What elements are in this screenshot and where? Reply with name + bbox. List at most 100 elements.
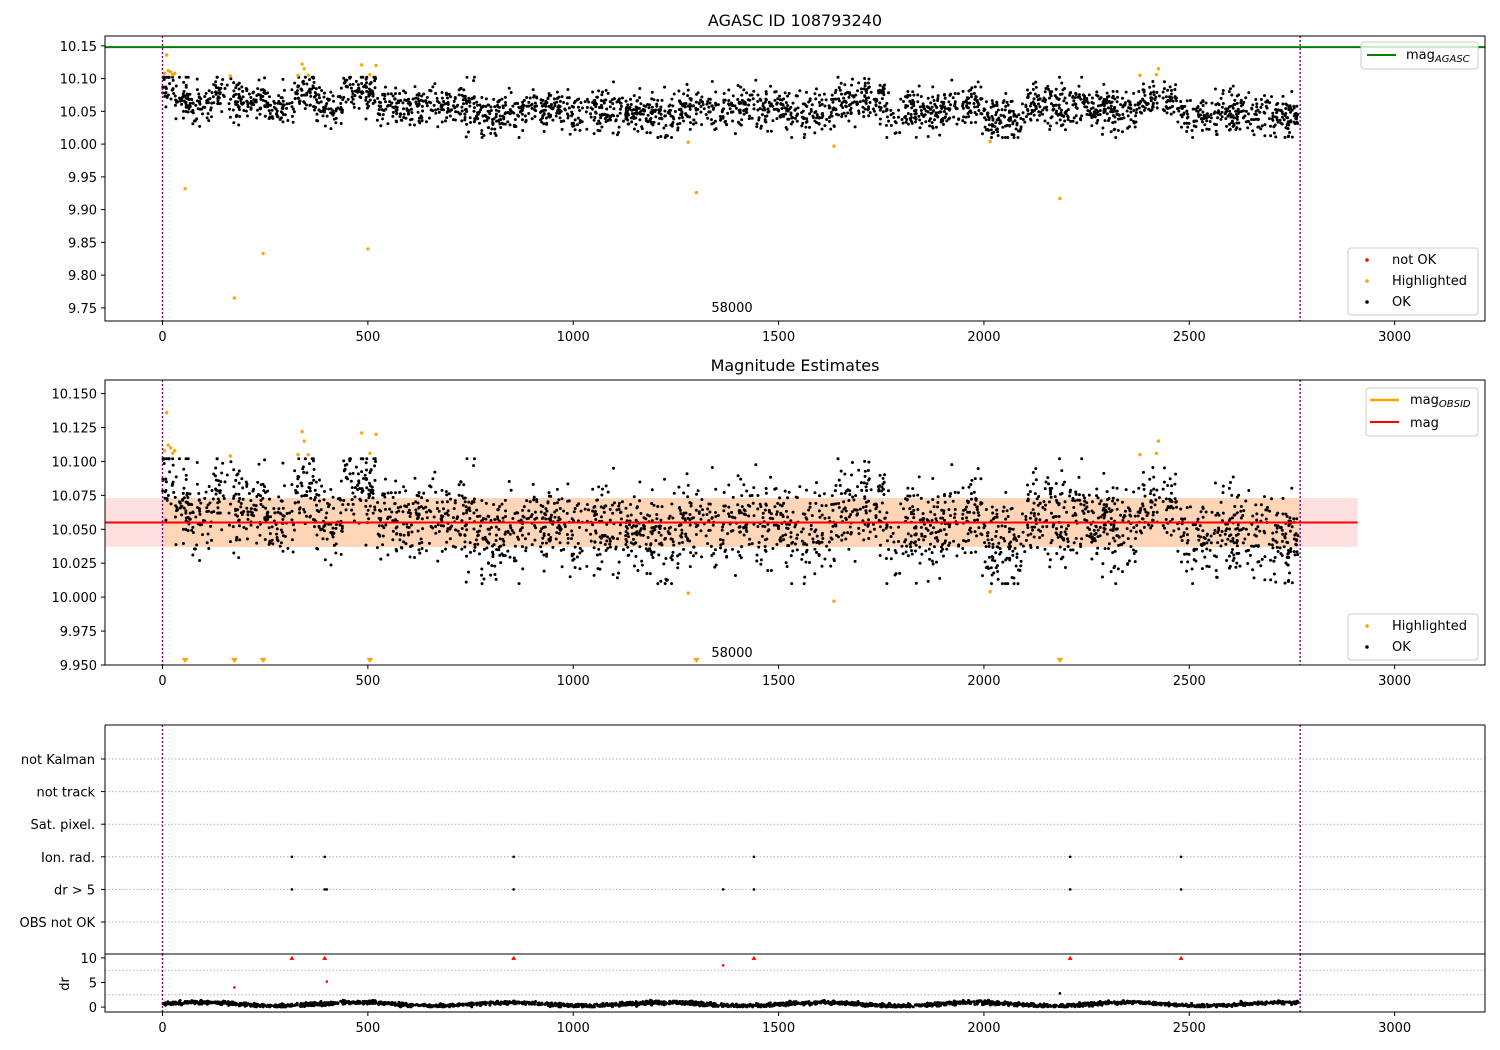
legend-box	[1360, 41, 1479, 70]
ok-point	[987, 118, 991, 122]
ok-point	[247, 491, 251, 495]
ok-point	[808, 97, 812, 101]
ok-point	[992, 130, 996, 134]
ok-point	[1268, 509, 1272, 513]
ok-point	[331, 526, 335, 530]
ok-point	[1116, 567, 1120, 571]
ok-point	[1049, 94, 1053, 98]
ok-point	[432, 515, 436, 519]
ok-point	[646, 549, 650, 553]
ok-point	[369, 88, 373, 92]
ok-point	[924, 527, 928, 531]
ok-point	[738, 554, 742, 558]
ok-point	[577, 502, 581, 506]
ok-point	[373, 508, 377, 512]
ok-point	[1115, 112, 1119, 116]
ok-point	[498, 504, 502, 508]
ok-point	[1170, 517, 1174, 521]
ok-point	[1049, 495, 1053, 499]
ok-point	[540, 120, 544, 124]
ok-point	[517, 136, 521, 140]
ok-point	[1007, 530, 1011, 534]
ok-point	[509, 91, 513, 95]
ok-point	[636, 568, 640, 572]
ok-point	[854, 494, 858, 498]
ok-point	[1058, 533, 1062, 537]
ok-point	[963, 121, 967, 125]
ok-point	[275, 109, 279, 113]
ok-point	[389, 92, 393, 96]
ok-point	[352, 102, 356, 106]
ok-point	[1263, 111, 1267, 115]
ok-point	[1274, 523, 1278, 527]
ok-point	[635, 505, 639, 509]
ok-point	[249, 96, 253, 100]
ok-point	[979, 85, 983, 89]
ok-point	[1284, 126, 1288, 130]
ok-point	[836, 75, 840, 79]
ok-point	[756, 93, 760, 97]
ok-point	[1102, 526, 1106, 530]
ok-point	[1026, 493, 1030, 497]
ok-point	[911, 505, 915, 509]
ok-point	[1175, 505, 1179, 509]
ok-point	[367, 488, 371, 492]
ok-point	[995, 545, 999, 549]
ok-point	[747, 103, 751, 107]
ok-point	[829, 111, 833, 115]
ok-point	[487, 541, 491, 545]
ok-point	[680, 111, 684, 115]
ok-point	[391, 495, 395, 499]
ok-point	[682, 119, 686, 123]
ok-point	[568, 132, 572, 136]
legend-entry: Highlighted	[1392, 274, 1467, 289]
ok-point	[603, 112, 607, 116]
ok-point	[164, 480, 168, 484]
ok-point	[1241, 109, 1245, 113]
ok-point	[965, 516, 969, 520]
ok-point	[939, 545, 943, 549]
ok-point	[501, 104, 505, 108]
ok-point	[1019, 564, 1023, 568]
ok-point	[1122, 541, 1126, 545]
ok-point	[1007, 542, 1011, 546]
ok-point	[917, 538, 921, 542]
ok-point	[1096, 528, 1100, 532]
ok-point	[410, 544, 414, 548]
ok-point	[323, 124, 327, 128]
ok-point	[332, 111, 336, 115]
ok-point	[1096, 94, 1100, 98]
ok-point	[708, 101, 712, 105]
ok-point	[774, 90, 778, 94]
ok-point	[996, 577, 1000, 581]
ok-point	[1201, 515, 1205, 519]
ok-point	[909, 534, 913, 538]
ok-point	[193, 119, 197, 123]
ok-point	[356, 83, 360, 87]
ok-point	[1057, 503, 1061, 507]
ok-point	[1099, 515, 1103, 519]
ok-point	[756, 507, 760, 511]
ok-point	[1177, 527, 1181, 531]
ok-point	[1095, 552, 1099, 556]
ok-point	[902, 507, 906, 511]
highlighted-point	[173, 71, 177, 76]
ok-point	[1185, 527, 1189, 531]
ok-point	[594, 529, 598, 533]
ok-point	[295, 89, 299, 93]
ok-point	[280, 106, 284, 110]
ok-point	[382, 92, 386, 96]
ok-point	[1008, 123, 1012, 127]
ok-point	[713, 548, 717, 552]
ok-point	[1012, 136, 1016, 140]
ok-point	[219, 480, 223, 484]
y-tick-label: 10.05	[60, 105, 97, 120]
ok-point	[531, 482, 535, 486]
ok-point	[608, 518, 612, 522]
ok-point	[1057, 106, 1061, 110]
ok-point	[1038, 105, 1042, 109]
ok-point	[969, 121, 973, 125]
ok-point	[878, 473, 882, 477]
ok-point	[626, 103, 630, 107]
ok-point	[669, 556, 673, 560]
